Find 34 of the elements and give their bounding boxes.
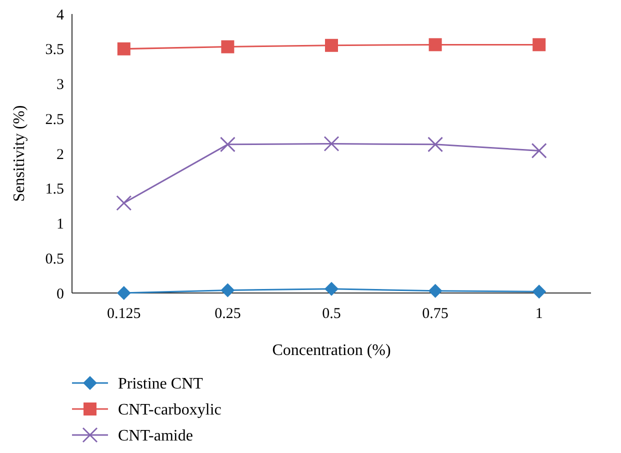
y-tick-label: 4: [56, 7, 64, 24]
point: [220, 136, 236, 152]
point: [221, 40, 234, 54]
y-tick-label: 2: [56, 146, 64, 163]
point: [324, 136, 340, 152]
y-tick-label: 1.5: [45, 182, 64, 198]
legend-label: Pristine CNT: [118, 376, 204, 393]
y-tick-label: 2.5: [45, 112, 64, 128]
point: [532, 38, 546, 52]
legend-label: CNT-amide: [118, 428, 193, 445]
x-tick-label: 0.125: [107, 306, 141, 322]
point: [117, 42, 130, 56]
point: [324, 282, 338, 296]
x-tick-label: 0.25: [214, 306, 241, 322]
y-tick-label: 1: [56, 216, 64, 232]
y-axis-title: Sensitivity (%): [11, 105, 28, 202]
x-tick-label: 1: [535, 306, 543, 322]
x-tick-label: 0.75: [422, 306, 448, 322]
legend-label: CNT-carboxylic: [118, 402, 222, 419]
point: [532, 284, 546, 299]
point: [325, 38, 338, 52]
point: [220, 283, 235, 298]
point: [428, 136, 444, 152]
y-tick-label: 3: [56, 77, 64, 93]
y-tick-label: 0.5: [45, 251, 64, 268]
point: [116, 286, 131, 300]
point: [428, 38, 442, 52]
y-tick-label: 0: [56, 286, 64, 302]
y-tick-label: 3.5: [45, 42, 64, 58]
x-tick-label: 0.5: [322, 306, 341, 322]
x-axis-title: Concentration (%): [272, 342, 391, 359]
point: [531, 142, 547, 158]
point: [428, 284, 442, 298]
point: [116, 195, 132, 211]
